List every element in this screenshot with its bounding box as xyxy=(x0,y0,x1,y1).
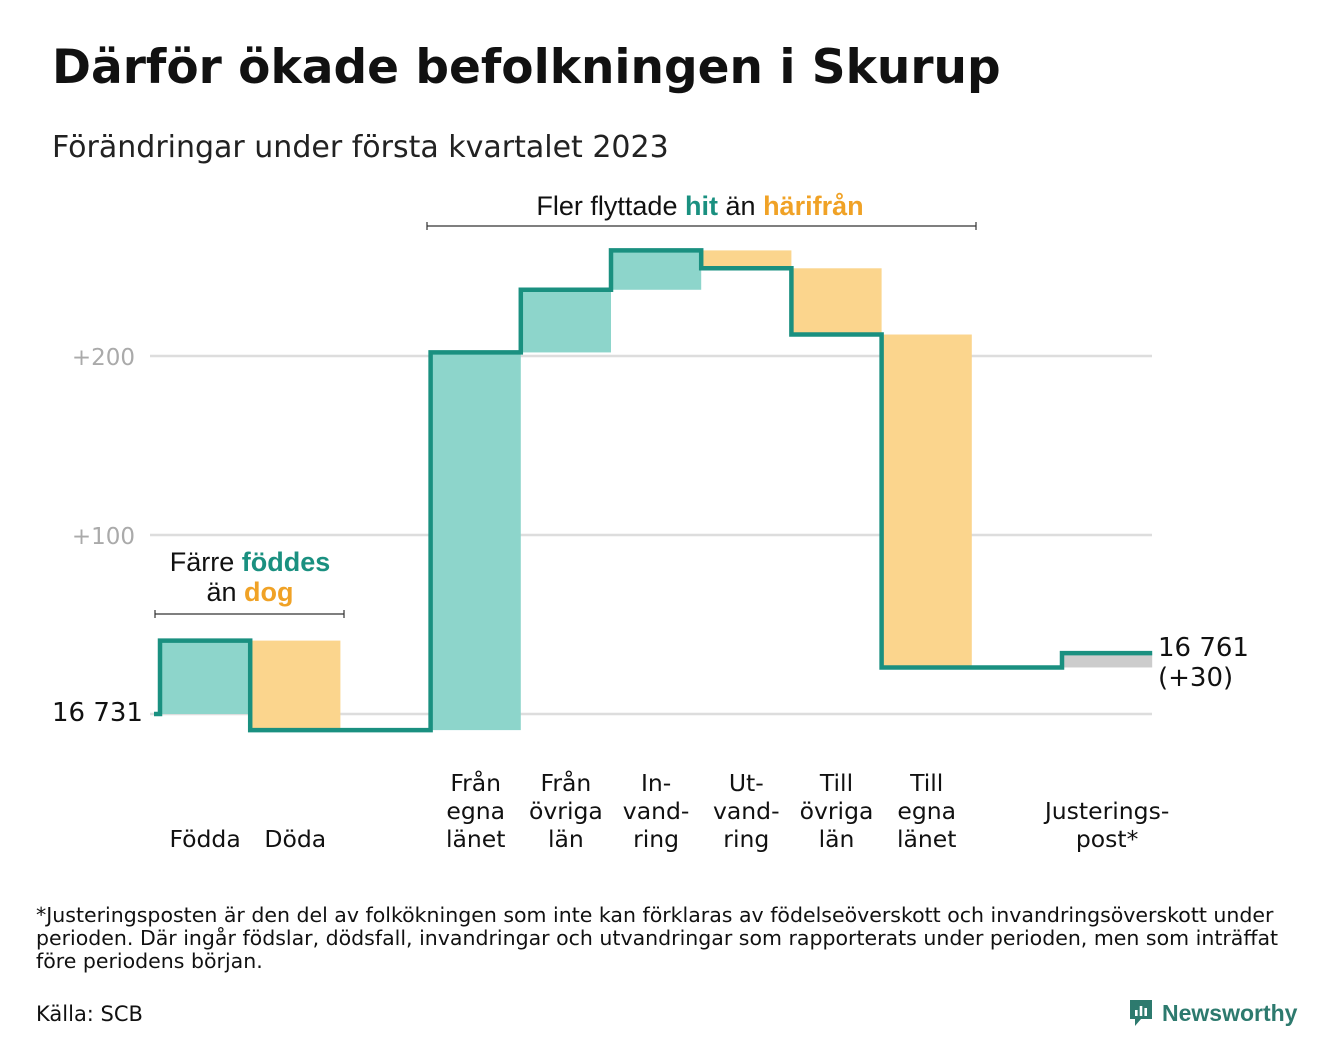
cumulative-line xyxy=(154,248,1153,733)
svg-text:än dog: än dog xyxy=(206,577,293,607)
bar-10 xyxy=(1062,653,1153,668)
bar-layer xyxy=(160,250,1153,731)
annotation-highlight-in: föddes xyxy=(242,547,331,577)
svg-text:Fler flyttade hi: Fler flyttade hit än härifrån xyxy=(536,191,863,221)
x-category-label: In- xyxy=(641,769,671,797)
x-category-label: övriga xyxy=(529,797,603,825)
annotation-highlight-out: dog xyxy=(244,577,293,607)
x-category-label: länet xyxy=(897,825,957,853)
bar-8 xyxy=(881,334,972,668)
x-category-label: Födda xyxy=(169,825,240,853)
x-category-label: Ut- xyxy=(729,769,764,797)
end-value-label: 16 761 xyxy=(1158,633,1249,663)
source-label: Källa: SCB xyxy=(36,1002,143,1026)
footnote: *Justeringsposten är den del av folkökni… xyxy=(36,903,1279,973)
chart-title: Därför ökade befolkningen i Skurup xyxy=(52,40,1001,95)
line-layer xyxy=(154,248,1153,733)
annotation-text: än xyxy=(726,191,756,221)
annotation-highlight-out: härifrån xyxy=(763,191,864,221)
annotation-text: Fler flyttade xyxy=(536,191,677,221)
annotation-text: Färre xyxy=(170,547,235,577)
chart-subtitle: Förändringar under första kvartalet 2023 xyxy=(52,130,669,165)
bar-7 xyxy=(791,268,882,335)
x-category-label: Döda xyxy=(264,825,326,853)
x-category-label: egna xyxy=(897,797,956,825)
annotation-text: än xyxy=(206,577,236,607)
label-layer: Födda DödaFrånegnalänetFrånövrigalänIn-va… xyxy=(169,769,1169,853)
bar-5 xyxy=(611,250,702,290)
x-category-label: län xyxy=(548,825,584,853)
bar-4 xyxy=(520,289,611,353)
migration-annotation: Fler flyttade hit än härifrån xyxy=(426,191,977,230)
birth-death-annotation: Färre föddes än dog xyxy=(154,547,345,618)
x-category-label: ring xyxy=(723,825,769,853)
x-category-label: Justerings- xyxy=(1043,797,1169,825)
bar-6 xyxy=(701,250,792,269)
brand-name: Newsworthy xyxy=(1162,999,1298,1026)
bar-0 xyxy=(160,640,251,714)
x-category-label: post* xyxy=(1076,825,1139,853)
end-change-label: (+30) xyxy=(1158,663,1233,693)
x-category-label: länet xyxy=(446,825,506,853)
x-category-label: vand- xyxy=(623,797,690,825)
newsworthy-logo-icon xyxy=(1130,1000,1152,1026)
x-category-label: vand- xyxy=(713,797,780,825)
x-category-label: Till xyxy=(909,769,943,797)
x-category-label: övriga xyxy=(800,797,874,825)
y-tick-label: +100 xyxy=(72,524,135,550)
x-category-label: Från xyxy=(541,769,592,797)
annotation-highlight-in: hit xyxy=(685,191,718,221)
x-category-label: Till xyxy=(819,769,853,797)
brand-logo: Newsworthy xyxy=(1128,998,1297,1028)
start-value-label: 16 731 xyxy=(52,698,143,728)
x-category-label: län xyxy=(819,825,855,853)
svg-text:Färre föddes: Färre föddes xyxy=(170,547,331,577)
x-category-label: ring xyxy=(633,825,679,853)
x-category-label: egna xyxy=(446,797,505,825)
y-tick-label: +200 xyxy=(72,345,135,371)
bar-1 xyxy=(250,640,341,731)
bar-3 xyxy=(430,352,521,731)
x-category-label: Från xyxy=(450,769,501,797)
